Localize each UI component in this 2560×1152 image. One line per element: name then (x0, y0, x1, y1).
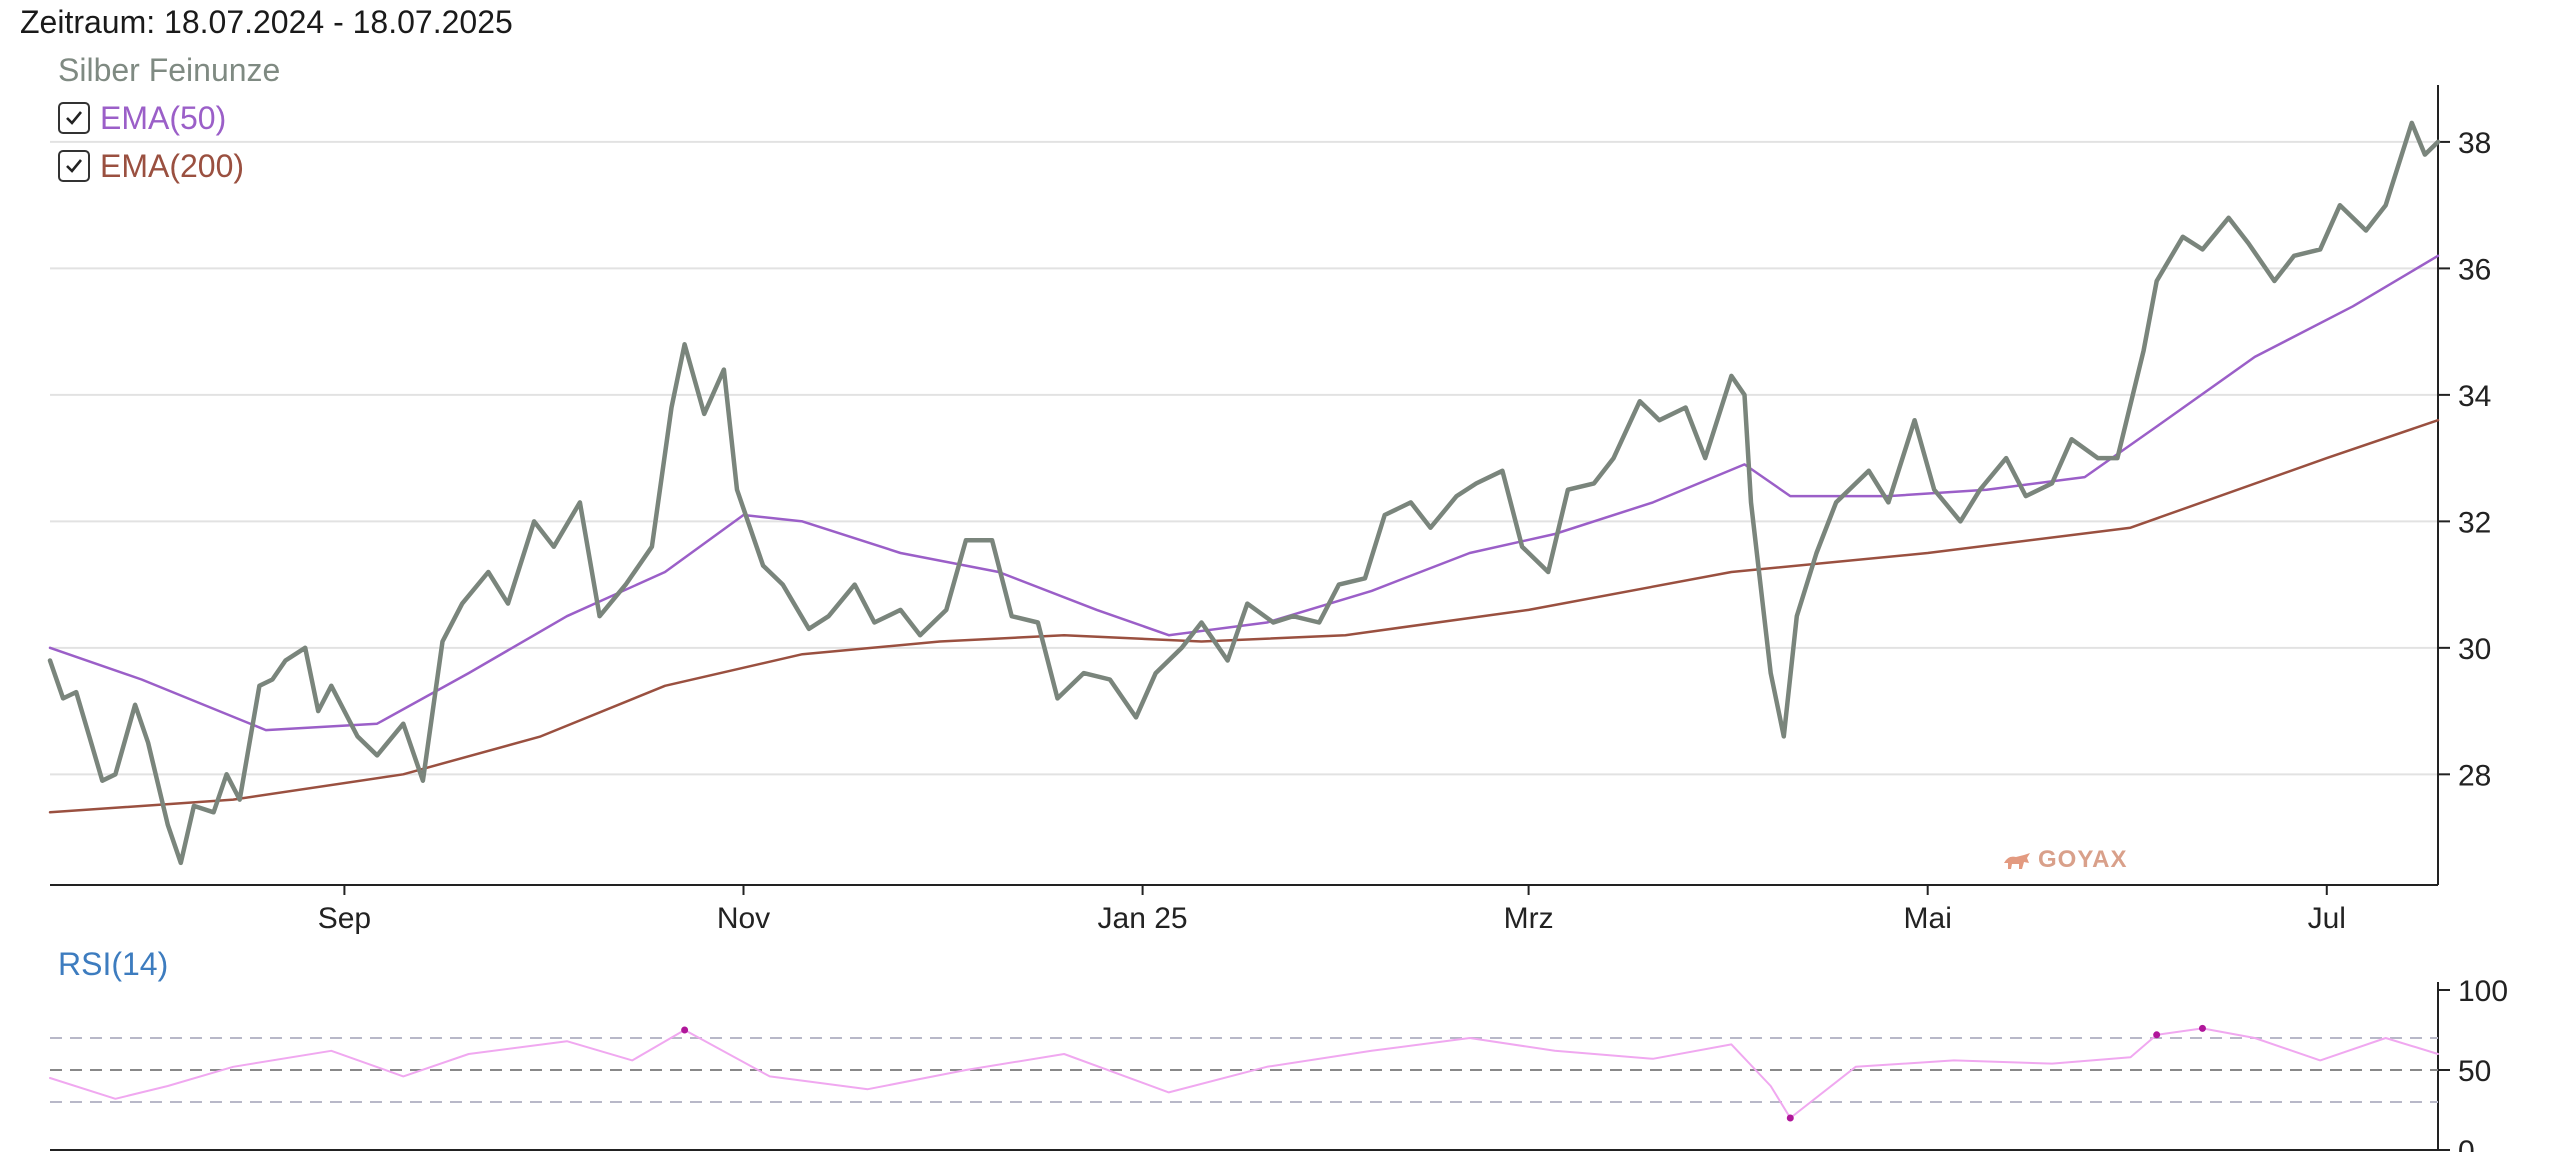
checkbox-checked-icon[interactable] (58, 102, 90, 134)
bull-logo-icon (2002, 850, 2032, 870)
series-title: Silber Feinunze (58, 52, 281, 88)
ema200-line (48, 418, 2440, 814)
x-tick-label: Jan 25 (1098, 902, 1188, 935)
checkbox-checked-icon[interactable] (58, 150, 90, 182)
x-tick-label: Nov (717, 902, 770, 935)
x-tick-label: Mrz (1504, 902, 1554, 935)
legend-toggle-ema50[interactable]: EMA(50) (58, 98, 226, 138)
price-line (47, 120, 2441, 866)
rsi-extreme-point (681, 1026, 689, 1034)
legend-toggle-ema200[interactable]: EMA(200) (58, 146, 244, 186)
legend-label-ema200: EMA(200) (100, 147, 245, 184)
period-label: Zeitraum: 18.07.2024 - 18.07.2025 (20, 4, 513, 40)
rsi-title: RSI(14) (58, 946, 169, 982)
rsi-extreme-point (2198, 1024, 2206, 1032)
watermark-text: GOYAX (2038, 846, 2128, 873)
x-tick-label: Jul (2308, 902, 2346, 935)
y-tick-label: 28 (2458, 759, 2491, 792)
y-tick-label: 30 (2458, 633, 2491, 666)
rsi-y-tick-label: 100 (2458, 975, 2508, 1008)
x-tick-label: Sep (318, 902, 371, 935)
rsi-extreme-point (2153, 1031, 2161, 1039)
ema50-line (48, 254, 2440, 732)
y-tick-label: 34 (2458, 380, 2491, 413)
rsi-extreme-point (1786, 1114, 1794, 1122)
x-tick-label: Mai (1904, 902, 1952, 935)
rsi-y-tick-label: 0 (2458, 1135, 2475, 1152)
y-tick-label: 38 (2458, 127, 2491, 160)
rsi-y-tick-label: 50 (2458, 1055, 2491, 1088)
rsi-line (49, 1027, 2439, 1119)
watermark: GOYAX (2002, 846, 2127, 874)
y-tick-label: 32 (2458, 506, 2491, 539)
legend-label-ema50: EMA(50) (100, 99, 227, 136)
y-tick-label: 36 (2458, 253, 2491, 286)
